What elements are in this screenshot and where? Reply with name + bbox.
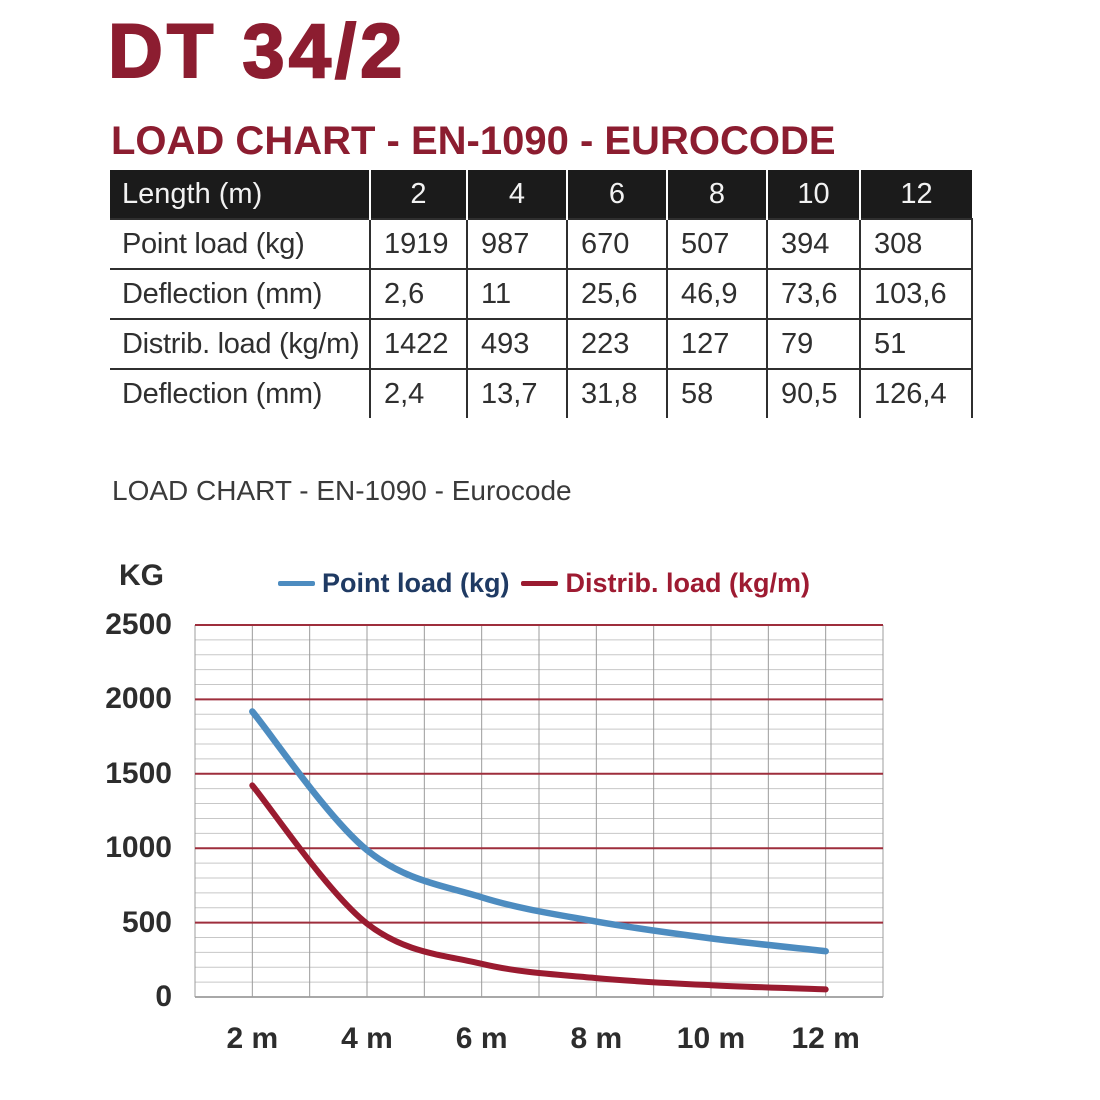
- point-load-legend-dash-icon: [278, 580, 315, 586]
- table-cell: 46,9: [666, 268, 767, 319]
- table-cell: 58: [666, 368, 767, 418]
- y-axis-unit-label: KG: [119, 559, 164, 592]
- y-tick-label: 500: [121, 905, 172, 939]
- table-cell: 73,6: [766, 268, 860, 319]
- y-tick-label: 1500: [105, 756, 172, 790]
- table-header-length-12: 12: [859, 170, 972, 219]
- table-row: Distrib. load (kg/m) 1422 493 223 127 79 51: [110, 318, 973, 369]
- row-label: Point load (kg): [110, 218, 370, 269]
- table-cell: 103,6: [859, 268, 973, 319]
- row-label: Deflection (mm): [110, 268, 370, 319]
- load-chart-heading: LOAD CHART - EN-1090 - EUROCODE: [111, 119, 836, 163]
- chart-legend: Point load (kg) Distrib. load (kg/m): [278, 567, 822, 599]
- y-tick-label: 2000: [105, 682, 172, 716]
- x-tick-label: 2 m: [226, 1022, 279, 1055]
- table-cell: 223: [566, 318, 667, 369]
- table-cell: 987: [466, 218, 567, 269]
- table-cell: 51: [859, 318, 973, 369]
- row-label: Distrib. load (kg/m): [110, 318, 370, 369]
- table-cell: 1919: [369, 218, 467, 269]
- table-cell: 308: [859, 218, 973, 269]
- distrib-load-legend-dash-icon: [521, 580, 559, 586]
- table-cell: 25,6: [566, 268, 667, 319]
- point-load-legend-label: Point load (kg): [322, 567, 510, 598]
- x-tick-label: 6 m: [455, 1022, 508, 1055]
- table-cell: 127: [666, 318, 767, 369]
- table-cell: 2,6: [369, 268, 467, 319]
- table-cell: 126,4: [859, 368, 973, 418]
- y-tick-label: 1000: [105, 831, 172, 865]
- series-line-point-load: [249, 708, 829, 955]
- product-title: DT 34/2: [107, 8, 407, 95]
- distrib-load-legend-label: Distrib. load (kg/m): [565, 567, 811, 598]
- table-header-row: Length (m) 2 4 6 8 10 12: [110, 170, 972, 219]
- row-label: Deflection (mm): [110, 368, 370, 418]
- table-cell: 11: [466, 268, 567, 319]
- table-cell: 90,5: [766, 368, 860, 418]
- table-cell: 507: [666, 218, 767, 269]
- table-header-length-6: 6: [566, 170, 667, 219]
- table-cell: 79: [766, 318, 860, 369]
- chart-subtitle: LOAD CHART - EN-1090 - Eurocode: [112, 475, 572, 506]
- x-tick-label: 12 m: [791, 1022, 860, 1055]
- table-cell: 13,7: [466, 368, 567, 418]
- table-cell: 394: [766, 218, 860, 269]
- x-tick-label: 8 m: [570, 1022, 623, 1055]
- table-cell: 670: [566, 218, 667, 269]
- x-tick-label: 10 m: [676, 1022, 746, 1055]
- table-header-length-2: 2: [369, 170, 467, 219]
- table-cell: 493: [466, 318, 567, 369]
- y-tick-label: 2500: [105, 608, 172, 641]
- table-row: Deflection (mm) 2,6 11 25,6 46,9 73,6 103,6: [110, 268, 973, 319]
- table-header-label: Length (m): [110, 170, 370, 219]
- y-tick-label: 0: [155, 980, 172, 1013]
- table-header-length-8: 8: [666, 170, 767, 219]
- table-row: Deflection (mm) 2,4 13,7 31,8 58 90,5 126,4: [110, 368, 973, 418]
- table-header-length-10: 10: [766, 170, 860, 219]
- table-cell: 2,4: [369, 368, 467, 418]
- load-table: Length (m) 2 4 6 8 10 12 Point load (kg) 1919 98…: [110, 170, 973, 418]
- table-cell: 1422: [369, 318, 467, 369]
- x-tick-label: 4 m: [341, 1022, 393, 1055]
- series-line-distrib-load: [249, 782, 829, 993]
- table-row: Point load (kg) 1919 987 670 507 394 308: [110, 218, 973, 269]
- table-cell: 31,8: [566, 368, 667, 418]
- table-header-length-4: 4: [466, 170, 567, 219]
